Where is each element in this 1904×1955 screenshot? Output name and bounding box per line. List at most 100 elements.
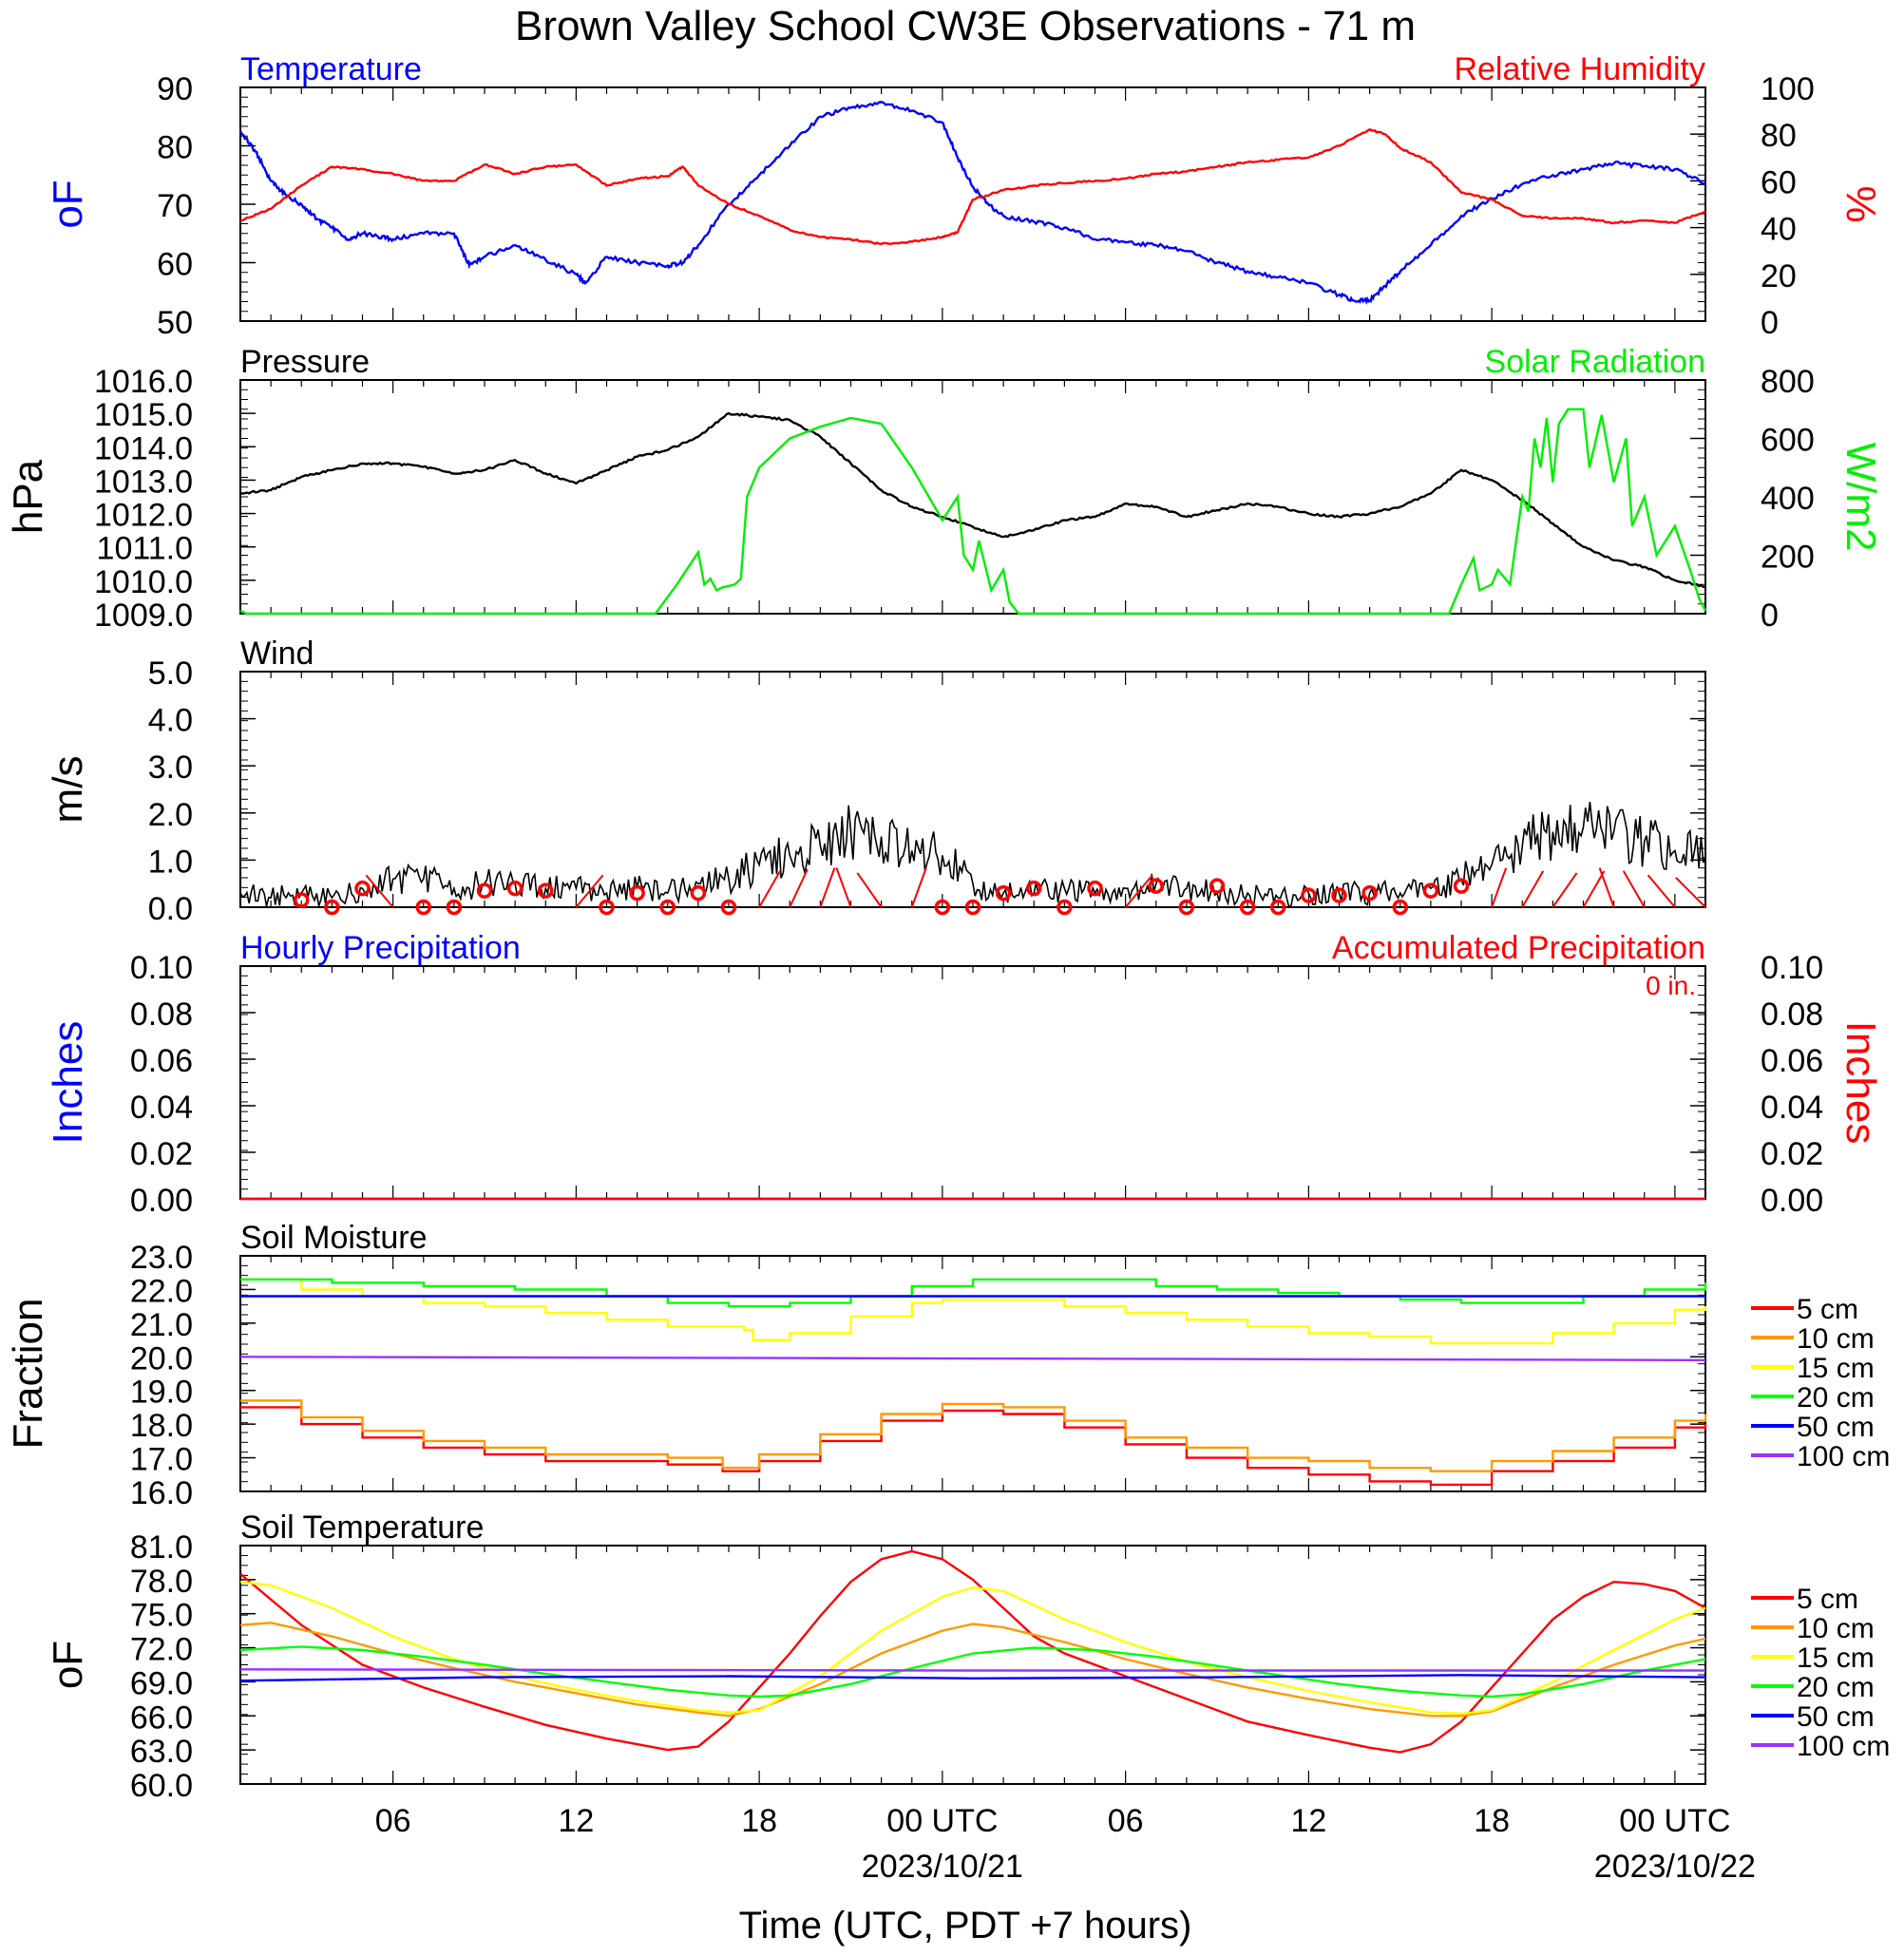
y-tick-label-left: 19.0 <box>130 1375 193 1411</box>
panel-title-left: Temperature <box>240 51 422 87</box>
figure-title: Brown Valley School CW3E Observations - … <box>515 3 1416 49</box>
x-tick-label: 12 <box>1290 1803 1326 1839</box>
panel-precip: 0.00 0.02 0.04 0.06 0.08 0.10 0.00 0.02 0.04 0.06… <box>45 930 1884 1219</box>
y-tick-label-right: 20 <box>1761 258 1797 294</box>
wind-barb-calm <box>1331 887 1347 903</box>
y-tick-label-left: 0.04 <box>130 1090 193 1126</box>
panel-title-left: Soil Moisture <box>240 1220 428 1256</box>
panel-wind: 0.0 1.0 2.0 3.0 4.0 5.0 Wind m/s <box>45 636 1706 927</box>
panel-title-right: Solar Radiation <box>1485 344 1705 380</box>
wind-barb-calm <box>1057 899 1073 916</box>
y-axis-title-right: % <box>1837 185 1884 222</box>
series-line <box>240 1278 1707 1345</box>
wind-barb-calm <box>1392 899 1408 916</box>
y-tick-label-right: 0 <box>1761 598 1779 634</box>
panel-pres_solar: 1009.01010.01011.01012.01013.01014.01015… <box>5 344 1884 634</box>
wind-barb-calm <box>1026 880 1042 897</box>
y-axis-title-left: Inches <box>45 1021 91 1145</box>
plot-frame <box>239 965 1706 1200</box>
series-line <box>239 1674 1706 1682</box>
y-tick-label-left: 0.0 <box>148 891 193 927</box>
x-axis-title: Time (UTC, PDT +7 hours) <box>739 1905 1192 1946</box>
y-axis-title-right: W/m2 <box>1837 443 1884 552</box>
y-tick-label-left: 1009.0 <box>94 598 193 634</box>
wind-barb-calm <box>538 883 554 899</box>
y-tick-label-left: 18.0 <box>130 1408 193 1444</box>
wind-barb-calm <box>1270 899 1286 916</box>
legend-label: 50 cm <box>1797 1701 1875 1733</box>
y-tick-label-left: 21.0 <box>130 1307 193 1343</box>
panel-title-right: Relative Humidity <box>1454 51 1705 87</box>
y-tick-label-left: 0.08 <box>130 996 193 1033</box>
x-tick-label: 00 UTC <box>886 1803 998 1839</box>
wind-barb-calm <box>476 883 493 899</box>
panel-temp_rh: 50 60 70 80 90 0 20 40 60 80 100 Temperature Relativ… <box>45 51 1884 341</box>
legend-label: 100 cm <box>1797 1731 1890 1762</box>
y-tick-label-left: 0.06 <box>130 1043 193 1079</box>
wind-barb-calm <box>354 880 371 897</box>
wind-barb <box>819 867 836 908</box>
legend-label: 15 cm <box>1797 1642 1875 1674</box>
series-line <box>238 101 1706 306</box>
x-tick-label: 18 <box>741 1803 777 1839</box>
y-tick-label-left: 80 <box>157 130 193 166</box>
panel-soil_moisture: 16.017.018.019.020.021.022.023.0 Soil Moi… <box>5 1220 1890 1511</box>
legend-label: 10 cm <box>1797 1613 1875 1644</box>
wind-barb-calm <box>294 892 310 908</box>
x-tick-label: 06 <box>1108 1803 1144 1839</box>
y-tick-label-left: 1015.0 <box>94 397 193 433</box>
legend-label: 20 cm <box>1797 1672 1875 1703</box>
y-tick-label-left: 1010.0 <box>94 564 193 600</box>
wind-barb <box>789 868 809 908</box>
series-line <box>240 1278 1707 1308</box>
y-tick-label-right: 0.10 <box>1761 950 1823 986</box>
wind-barb-calm <box>599 899 615 916</box>
wind-barb <box>1675 877 1706 908</box>
panel-title-left: Wind <box>240 636 314 672</box>
x-tick-label: 12 <box>558 1803 594 1839</box>
y-tick-label-left: 2.0 <box>148 797 193 833</box>
wind-barb <box>910 867 927 908</box>
y-tick-label-left: 60.0 <box>130 1768 193 1804</box>
y-tick-label-right: 80 <box>1761 118 1797 154</box>
y-tick-label-right: 200 <box>1761 540 1815 576</box>
y-tick-label-left: 66.0 <box>130 1699 193 1736</box>
x-tick-label: 00 UTC <box>1619 1803 1730 1839</box>
legend-label: 100 cm <box>1797 1441 1890 1472</box>
y-tick-label-right: 600 <box>1761 423 1815 459</box>
y-tick-label-right: 60 <box>1761 164 1797 200</box>
wind-barb <box>1598 867 1615 908</box>
wind-barb-calm <box>690 884 707 902</box>
y-tick-label-left: 75.0 <box>130 1598 193 1634</box>
y-tick-label-left: 5.0 <box>148 655 193 692</box>
wind-barb-calm <box>1422 883 1439 899</box>
y-tick-label-right: 800 <box>1761 364 1815 400</box>
y-tick-label-left: 1012.0 <box>94 498 193 534</box>
y-axis-title-left: oF <box>45 1641 91 1689</box>
series-line <box>239 1356 1706 1361</box>
legend-label: 5 cm <box>1797 1294 1858 1325</box>
wind-barb-calm <box>415 899 431 916</box>
wind-barb <box>758 870 781 908</box>
wind-barb-calm <box>964 899 981 916</box>
wind-barb <box>1552 872 1578 908</box>
y-tick-label-left: 70 <box>157 188 193 224</box>
y-tick-label-left: 23.0 <box>130 1240 193 1276</box>
wind-barb <box>835 867 852 908</box>
series-line <box>239 408 1707 616</box>
wind-barb-calm <box>1148 878 1164 894</box>
y-axis-title-left: Fraction <box>5 1299 51 1450</box>
series-line <box>239 802 1706 909</box>
legend-label: 10 cm <box>1797 1323 1875 1355</box>
y-axis-title-left: m/s <box>45 756 91 824</box>
y-tick-label-left: 1013.0 <box>94 464 193 500</box>
y-tick-label-left: 78.0 <box>130 1564 193 1600</box>
panel-soil_temp: 60.063.066.069.072.075.078.081.0 Soil Tem… <box>45 1509 1890 1804</box>
y-tick-label-left: 17.0 <box>130 1442 193 1478</box>
wind-barb <box>1521 870 1545 908</box>
legend-label: 50 cm <box>1797 1412 1875 1443</box>
wind-barb-calm <box>1453 878 1470 894</box>
series-line <box>239 1549 1706 1754</box>
wind-barb-calm <box>720 899 737 916</box>
wind-barb <box>575 874 604 908</box>
